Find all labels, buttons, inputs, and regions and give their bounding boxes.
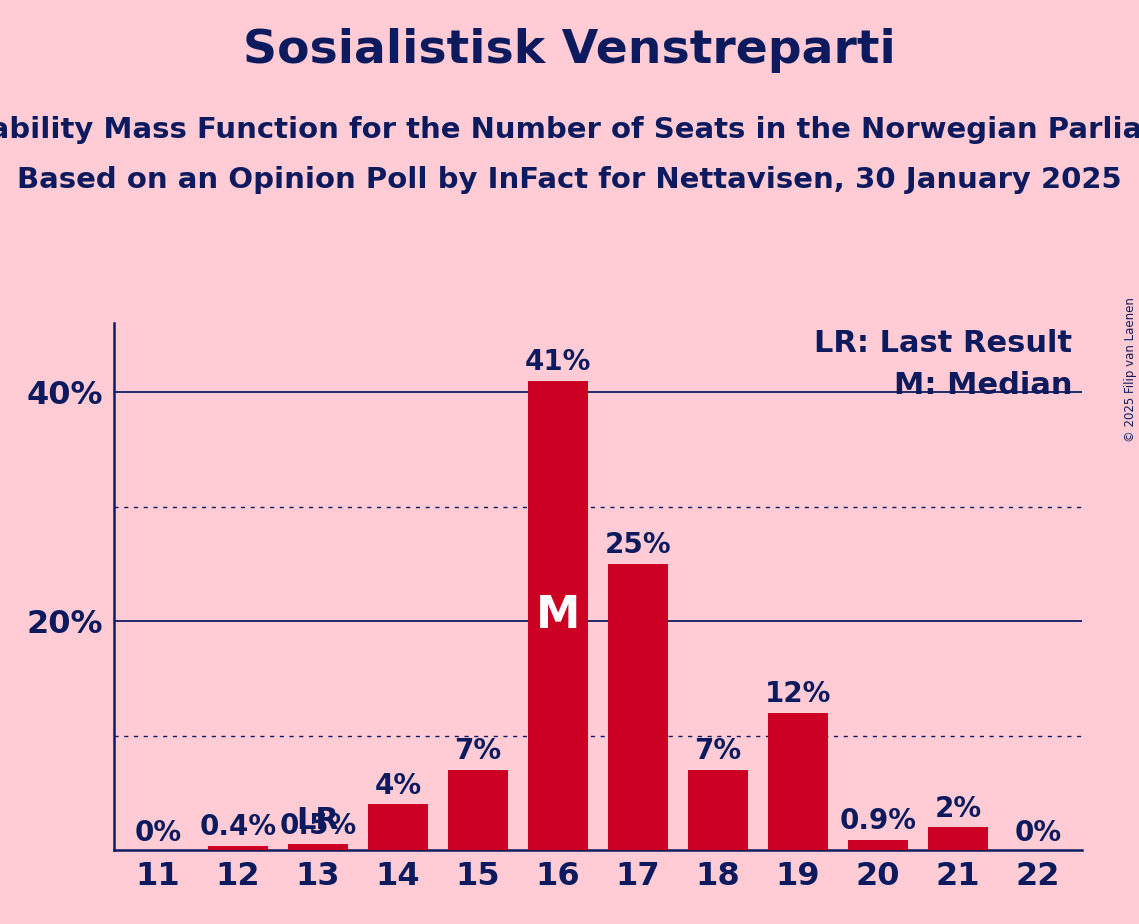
Text: 7%: 7% bbox=[454, 737, 501, 765]
Bar bbox=[768, 712, 828, 850]
Text: 0%: 0% bbox=[134, 819, 181, 846]
Bar bbox=[288, 845, 347, 850]
Bar bbox=[208, 845, 268, 850]
Bar bbox=[448, 770, 508, 850]
Bar bbox=[688, 770, 748, 850]
Text: 0%: 0% bbox=[1015, 819, 1062, 846]
Text: 2%: 2% bbox=[934, 795, 982, 822]
Text: LR: LR bbox=[296, 807, 339, 835]
Text: Probability Mass Function for the Number of Seats in the Norwegian Parliament: Probability Mass Function for the Number… bbox=[0, 116, 1139, 143]
Text: 0.4%: 0.4% bbox=[199, 813, 277, 841]
Text: 41%: 41% bbox=[525, 348, 591, 376]
Bar bbox=[928, 827, 988, 850]
Text: LR: Last Result: LR: Last Result bbox=[814, 329, 1073, 358]
Text: © 2025 Filip van Laenen: © 2025 Filip van Laenen bbox=[1124, 298, 1137, 442]
Text: M: Median: M: Median bbox=[894, 371, 1073, 400]
Bar bbox=[528, 381, 588, 850]
Text: Sosialistisk Venstreparti: Sosialistisk Venstreparti bbox=[243, 28, 896, 73]
Bar bbox=[849, 840, 908, 850]
Text: 0.9%: 0.9% bbox=[839, 808, 917, 835]
Text: 25%: 25% bbox=[605, 531, 671, 559]
Text: 12%: 12% bbox=[764, 680, 831, 708]
Text: M: M bbox=[535, 594, 580, 637]
Text: 0.5%: 0.5% bbox=[279, 812, 357, 840]
Text: Based on an Opinion Poll by InFact for Nettavisen, 30 January 2025: Based on an Opinion Poll by InFact for N… bbox=[17, 166, 1122, 194]
Text: 7%: 7% bbox=[695, 737, 741, 765]
Bar bbox=[368, 804, 428, 850]
Bar bbox=[608, 564, 667, 850]
Text: 4%: 4% bbox=[375, 772, 421, 799]
